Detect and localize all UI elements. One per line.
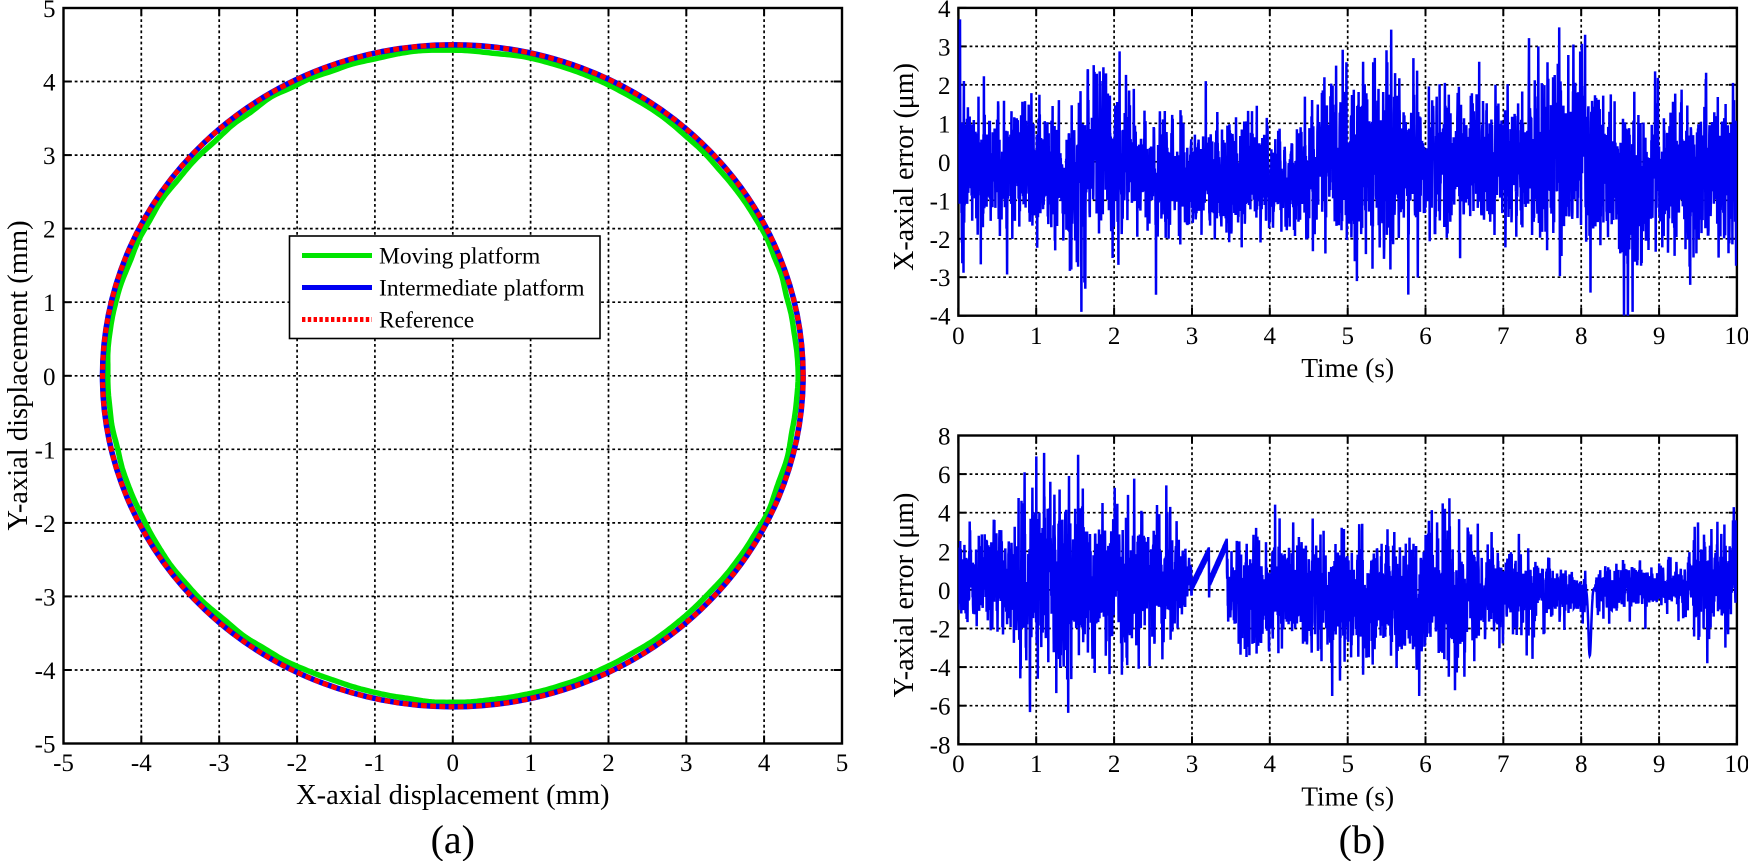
svg-text:-4: -4 (131, 750, 152, 777)
svg-text:-3: -3 (35, 584, 56, 611)
svg-text:4: 4 (1264, 751, 1277, 778)
svg-text:-3: -3 (930, 265, 951, 292)
svg-text:Y-axial displacement (mm): Y-axial displacement (mm) (3, 220, 34, 530)
svg-text:2: 2 (938, 539, 951, 566)
svg-text:-2: -2 (287, 750, 308, 777)
svg-text:0: 0 (938, 578, 951, 605)
svg-text:9: 9 (1653, 323, 1666, 350)
svg-text:Moving platform: Moving platform (379, 244, 540, 270)
svg-text:8: 8 (938, 424, 951, 451)
svg-text:5: 5 (1341, 751, 1354, 778)
svg-text:6: 6 (1419, 751, 1432, 778)
svg-text:-2: -2 (930, 617, 951, 644)
svg-text:4: 4 (938, 501, 951, 528)
svg-text:5: 5 (1341, 323, 1354, 350)
svg-text:-2: -2 (930, 227, 951, 254)
svg-text:-8: -8 (930, 732, 951, 759)
svg-text:7: 7 (1497, 751, 1510, 778)
svg-text:Intermediate platform: Intermediate platform (379, 276, 585, 302)
svg-text:X-axial error (μm): X-axial error (μm) (889, 63, 920, 271)
svg-text:-4: -4 (35, 658, 56, 685)
svg-text:2: 2 (1108, 751, 1121, 778)
svg-text:0: 0 (938, 150, 951, 177)
svg-text:-5: -5 (53, 750, 74, 777)
svg-text:2: 2 (602, 750, 615, 777)
svg-text:3: 3 (938, 34, 951, 61)
svg-text:9: 9 (1653, 751, 1666, 778)
svg-text:-4: -4 (930, 655, 951, 682)
svg-text:-2: -2 (35, 511, 56, 538)
svg-text:4: 4 (1264, 323, 1277, 350)
svg-text:5: 5 (836, 750, 849, 777)
svg-text:1: 1 (1030, 751, 1043, 778)
svg-text:Time (s): Time (s) (1301, 352, 1394, 383)
svg-text:1: 1 (1030, 323, 1043, 350)
svg-text:0: 0 (447, 750, 460, 777)
svg-text:Y-axial error (μm): Y-axial error (μm) (889, 493, 920, 698)
svg-text:8: 8 (1575, 323, 1588, 350)
svg-text:10: 10 (1724, 323, 1748, 350)
svg-text:1: 1 (524, 750, 537, 777)
svg-text:4: 4 (43, 70, 56, 97)
svg-text:0: 0 (952, 323, 965, 350)
svg-text:3: 3 (43, 143, 56, 170)
svg-text:3: 3 (680, 750, 693, 777)
svg-text:-1: -1 (35, 437, 56, 464)
svg-text:2: 2 (43, 217, 56, 244)
svg-text:0: 0 (43, 364, 56, 391)
svg-text:7: 7 (1497, 323, 1510, 350)
svg-text:8: 8 (1575, 751, 1588, 778)
svg-text:-5: -5 (35, 732, 56, 759)
svg-text:3: 3 (1186, 751, 1199, 778)
svg-text:Time (s): Time (s) (1301, 781, 1394, 812)
svg-text:X-axial displacement (mm): X-axial displacement (mm) (296, 780, 609, 811)
svg-text:-1: -1 (364, 750, 385, 777)
svg-text:-1: -1 (930, 188, 951, 215)
svg-text:6: 6 (938, 462, 951, 489)
svg-text:(a): (a) (431, 817, 475, 861)
svg-text:3: 3 (1186, 323, 1199, 350)
svg-text:(b): (b) (1339, 817, 1386, 861)
svg-text:-4: -4 (930, 304, 951, 331)
svg-text:4: 4 (938, 0, 951, 23)
svg-text:5: 5 (43, 0, 56, 23)
svg-text:4: 4 (758, 750, 771, 777)
svg-text:2: 2 (1108, 323, 1121, 350)
svg-text:2: 2 (938, 73, 951, 100)
svg-text:10: 10 (1724, 751, 1748, 778)
svg-text:1: 1 (938, 111, 951, 138)
svg-text:1: 1 (43, 290, 56, 317)
svg-text:-6: -6 (930, 694, 951, 721)
svg-text:6: 6 (1419, 323, 1432, 350)
svg-text:-3: -3 (209, 750, 230, 777)
svg-text:Reference: Reference (379, 308, 474, 334)
svg-text:0: 0 (952, 751, 965, 778)
